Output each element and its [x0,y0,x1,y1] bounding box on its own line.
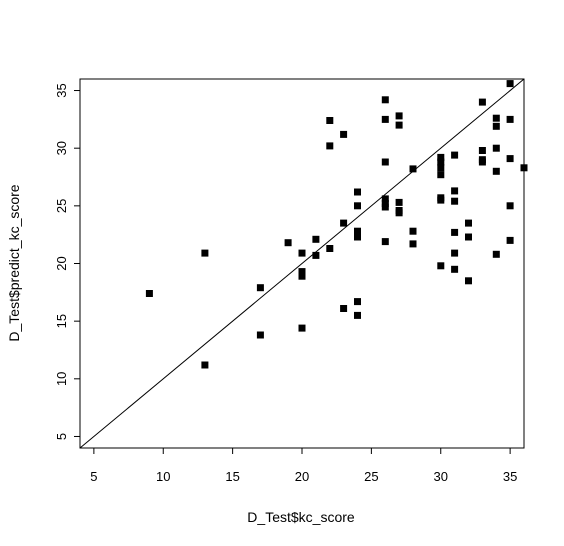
data-point [298,324,306,332]
data-point [451,151,459,159]
data-point [326,117,334,124]
data-point [381,238,389,246]
x-axis-title: D_Test$kc_score [247,509,355,525]
data-point [381,158,389,166]
data-point [437,164,445,172]
data-point [381,96,389,104]
data-point [312,251,320,259]
data-point [395,198,403,206]
data-point [298,249,306,257]
data-point [340,305,348,312]
data-point [451,228,459,236]
data-point [465,233,472,241]
data-point [506,236,514,244]
x-tick-label: 15 [225,469,239,484]
data-point [340,219,348,227]
data-point [201,361,209,369]
y-tick-label: 35 [54,83,69,97]
y-axis: 5 10 15 20 25 30 35 [54,83,80,440]
data-point [506,115,514,123]
data-point [312,235,320,243]
data-point [354,202,361,210]
data-point [506,202,514,210]
data-point [478,147,486,154]
data-point [326,142,334,150]
identity-reference-line [79,78,525,449]
x-axis: 5 10 15 20 25 30 35 [90,448,517,484]
data-point [298,272,306,280]
data-point [409,240,417,248]
data-point [201,249,209,257]
y-tick-label: 25 [54,199,69,213]
y-tick-label: 30 [54,141,69,155]
data-point [492,122,500,130]
data-point [298,268,306,276]
data-point [409,227,417,235]
data-point [492,167,500,175]
data-point [451,187,459,195]
data-point [284,239,292,247]
data-point [478,158,486,166]
y-tick-label: 5 [54,433,69,440]
x-tick-label: 10 [156,469,170,484]
data-point [256,331,264,339]
x-tick-label: 5 [90,469,97,484]
y-tick-label: 10 [54,372,69,386]
data-point [451,249,459,257]
data-point [354,298,361,306]
data-point [381,195,389,203]
data-point [451,265,459,273]
data-point [340,130,348,138]
x-tick-label: 25 [364,469,378,484]
data-point [354,233,361,241]
data-point [437,153,445,161]
data-point [437,196,445,204]
data-point [506,155,514,163]
data-point [465,277,472,285]
data-point [492,144,500,152]
data-point [395,209,403,217]
y-axis-title: D_Test$predict_kc_score [6,184,22,341]
data-point [520,164,528,172]
data-point [437,158,445,166]
data-point [506,80,514,88]
points-layer [145,80,528,369]
data-point [395,112,403,120]
x-tick-label: 35 [503,469,517,484]
x-tick-label: 30 [434,469,448,484]
y-tick-label: 20 [54,256,69,270]
data-point [381,203,389,211]
data-point [395,121,403,129]
data-point [437,171,445,179]
data-point [409,165,417,173]
y-tick-label: 15 [54,314,69,328]
data-point [354,188,361,196]
data-point [437,262,445,270]
data-point [381,115,389,123]
data-point [465,219,472,227]
data-point [354,311,361,319]
data-point [326,245,334,252]
data-point [451,197,459,205]
data-point [478,98,486,106]
data-point [354,227,361,235]
data-point [256,284,264,292]
x-tick-label: 20 [295,469,309,484]
data-point [492,114,500,122]
data-point [492,250,500,258]
data-point [145,290,153,297]
